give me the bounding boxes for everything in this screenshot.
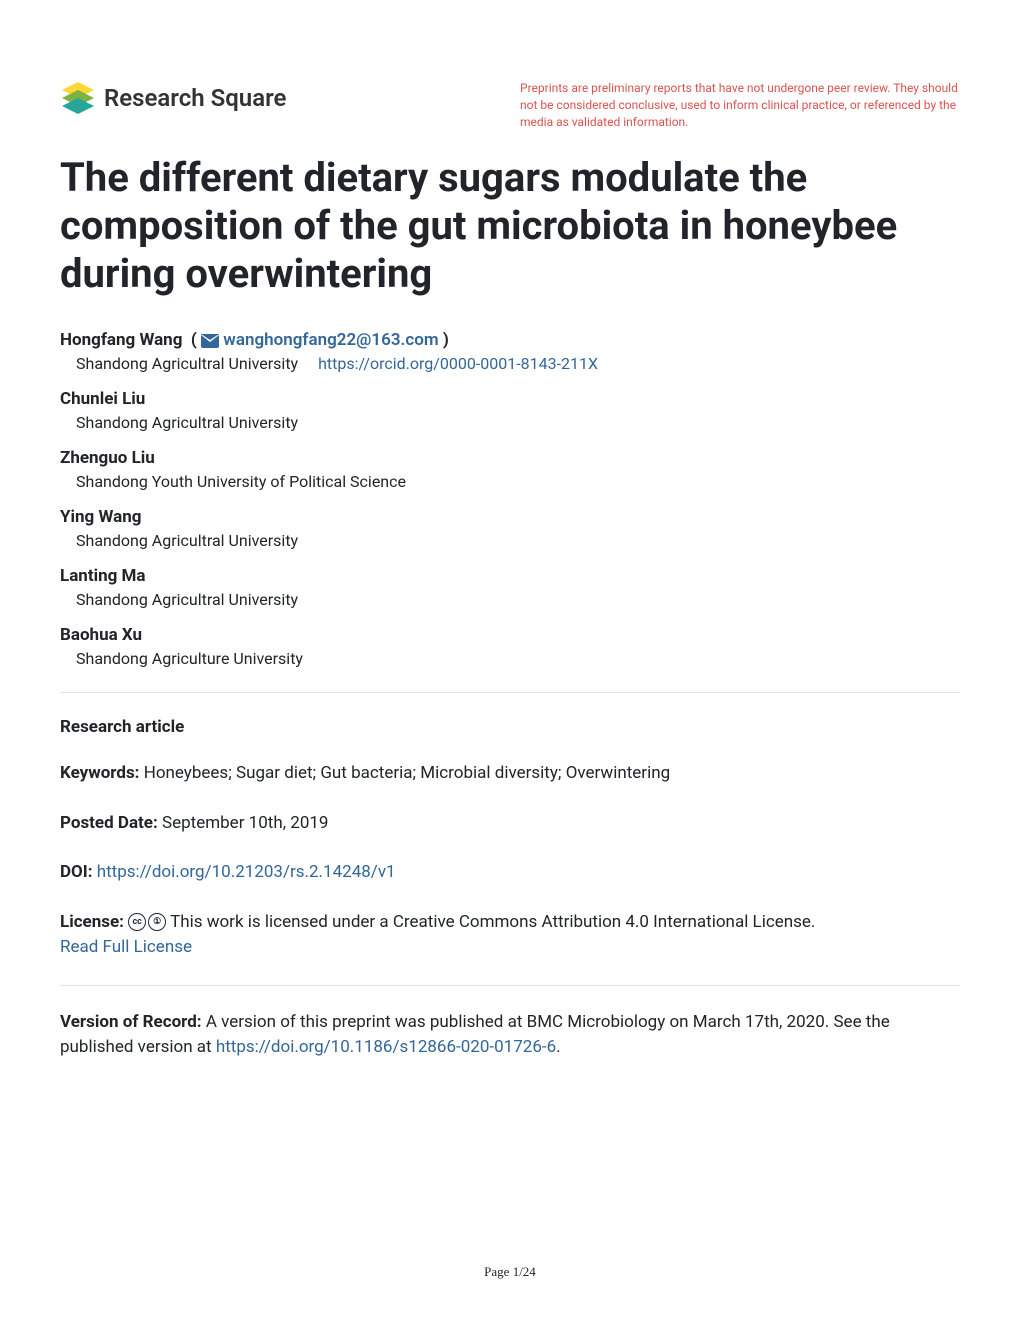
orcid-link[interactable]: https://orcid.org/0000-0001-8143-211X	[318, 354, 598, 373]
license-line: License: cc ① This work is licensed unde…	[60, 910, 960, 961]
article-type: Research article	[60, 717, 960, 737]
author-name-text: Hongfang Wang	[60, 330, 182, 350]
keywords-line: Keywords: Honeybees; Sugar diet; Gut bac…	[60, 761, 960, 787]
article-title: The different dietary sugars modulate th…	[60, 154, 960, 298]
author-affiliation: Shandong Agricultral University	[60, 590, 960, 609]
author-name: Hongfang Wang ( wanghongfang22@163.com )	[60, 330, 960, 350]
doi-label: DOI:	[60, 862, 93, 882]
author-block: Zhenguo Liu Shandong Youth University of…	[60, 448, 960, 491]
license-label: License:	[60, 912, 124, 932]
author-name: Chunlei Liu	[60, 389, 960, 409]
author-name: Ying Wang	[60, 507, 960, 527]
keywords-value: Honeybees; Sugar diet; Gut bacteria; Mic…	[144, 763, 670, 783]
author-block: Chunlei Liu Shandong Agricultral Univers…	[60, 389, 960, 432]
posted-date-label: Posted Date:	[60, 813, 158, 833]
author-affiliation: Shandong Agricultral University https://…	[60, 354, 960, 373]
header-row: Research Square Preprints are preliminar…	[60, 80, 960, 130]
cc-icon: cc	[128, 913, 146, 931]
license-link[interactable]: Read Full License	[60, 937, 192, 957]
posted-date-value: September 10th, 2019	[162, 813, 329, 833]
author-affiliation: Shandong Agricultral University	[60, 413, 960, 432]
cc-by-icon: ①	[148, 913, 166, 931]
author-email[interactable]: wanghongfang22@163.com	[223, 330, 438, 350]
logo-container: Research Square	[60, 80, 286, 116]
doi-line: DOI: https://doi.org/10.21203/rs.2.14248…	[60, 860, 960, 886]
author-affiliation: Shandong Youth University of Political S…	[60, 472, 960, 491]
keywords-label: Keywords:	[60, 763, 139, 783]
doi-link[interactable]: https://doi.org/10.21203/rs.2.14248/v1	[97, 862, 396, 882]
author-block: Ying Wang Shandong Agricultral Universit…	[60, 507, 960, 550]
divider	[60, 985, 960, 986]
version-label: Version of Record:	[60, 1012, 202, 1032]
license-text: This work is licensed under a Creative C…	[170, 912, 815, 932]
email-icon	[201, 334, 219, 348]
logo-text: Research Square	[104, 84, 286, 112]
author-block: Baohua Xu Shandong Agriculture Universit…	[60, 625, 960, 668]
author-block: Hongfang Wang ( wanghongfang22@163.com )…	[60, 330, 960, 373]
version-link[interactable]: https://doi.org/10.1186/s12866-020-01726…	[216, 1037, 556, 1057]
affiliation-text: Shandong Agricultral University	[76, 354, 298, 373]
author-affiliation: Shandong Agriculture University	[60, 649, 960, 668]
author-affiliation: Shandong Agricultral University	[60, 531, 960, 550]
page-number: Page 1/24	[484, 1264, 536, 1280]
divider	[60, 692, 960, 693]
version-line: Version of Record: A version of this pre…	[60, 1010, 960, 1061]
cc-icons: cc ①	[128, 913, 166, 931]
author-name: Zhenguo Liu	[60, 448, 960, 468]
research-square-logo-icon	[60, 80, 96, 116]
author-name: Baohua Xu	[60, 625, 960, 645]
author-block: Lanting Ma Shandong Agricultral Universi…	[60, 566, 960, 609]
posted-date-line: Posted Date: September 10th, 2019	[60, 811, 960, 837]
disclaimer-text: Preprints are preliminary reports that h…	[520, 80, 960, 130]
author-name: Lanting Ma	[60, 566, 960, 586]
